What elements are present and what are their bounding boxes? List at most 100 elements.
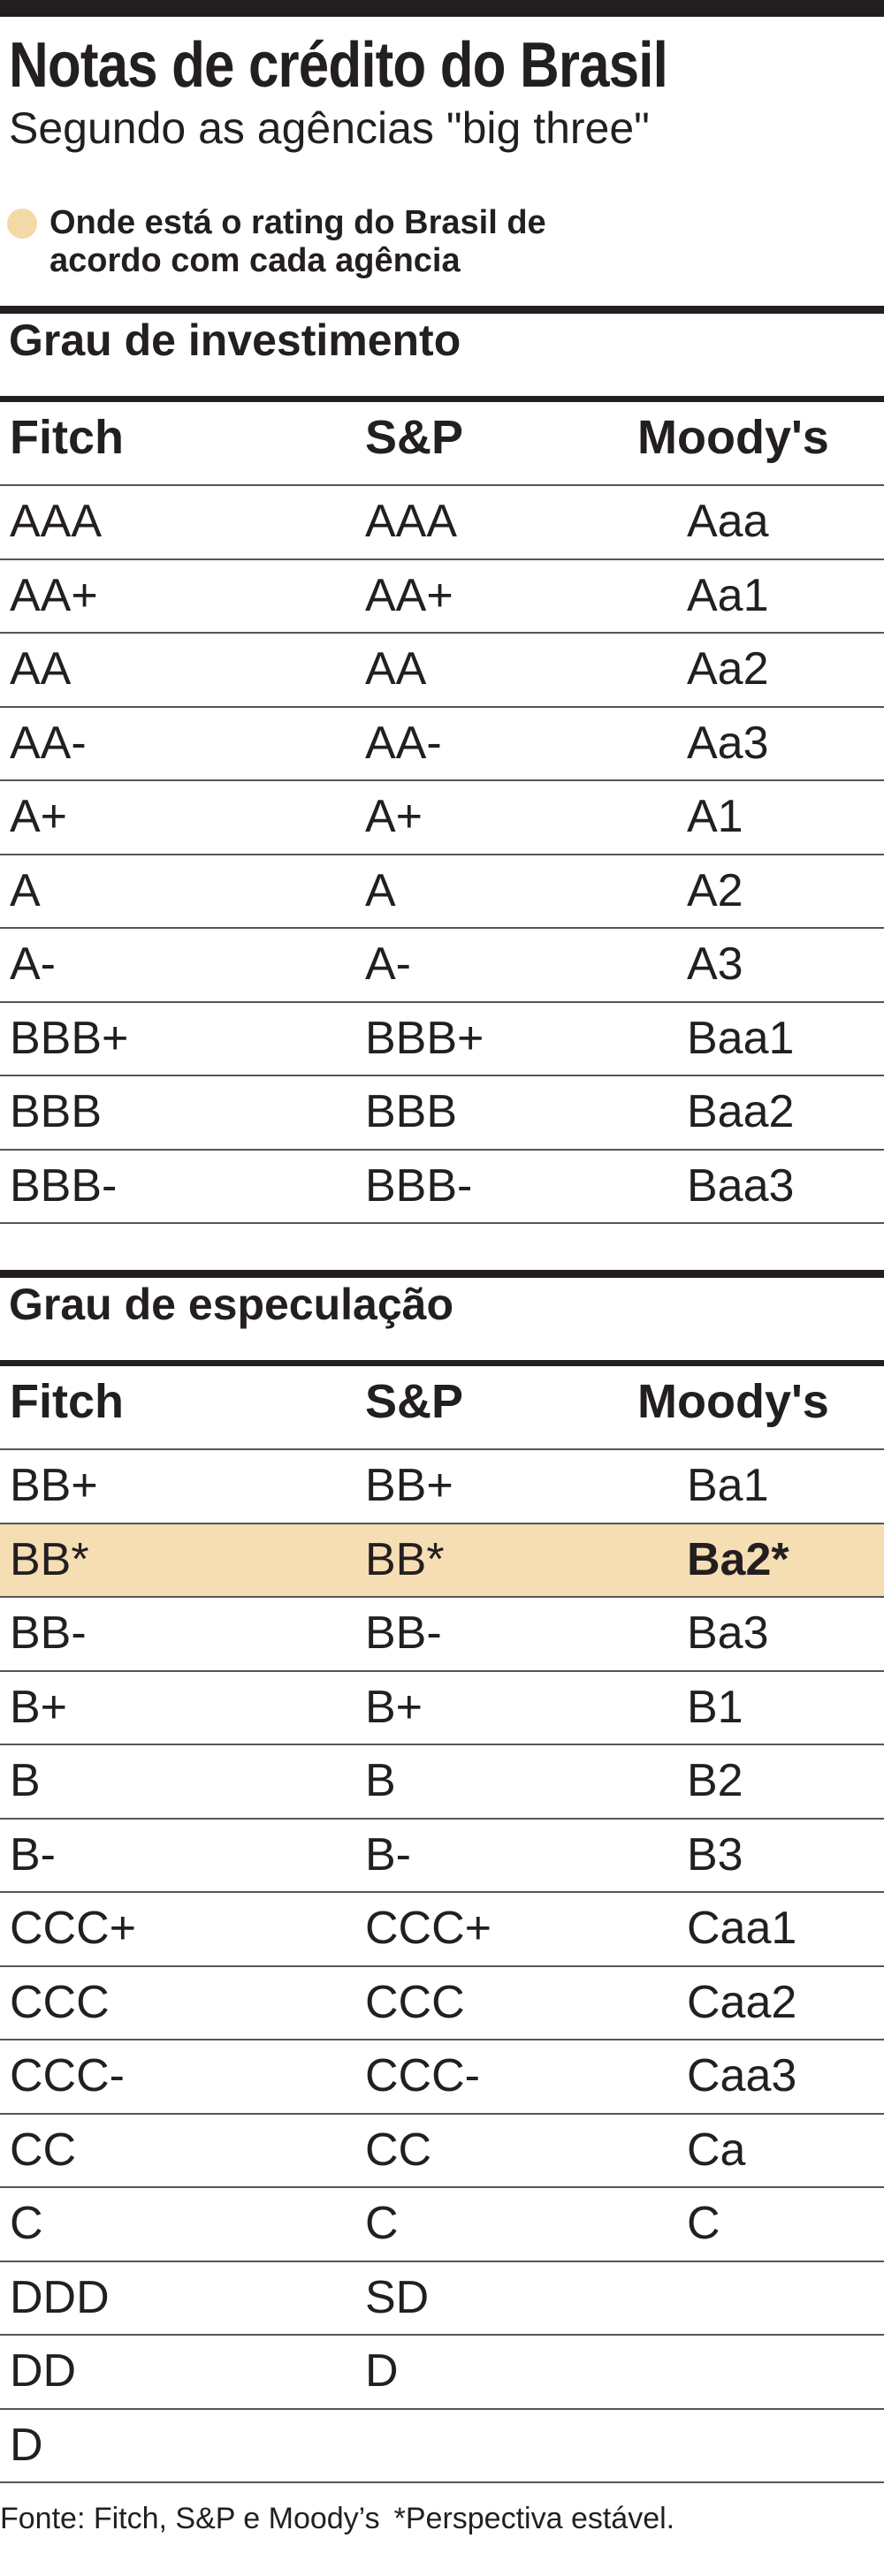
rating: D <box>365 2345 399 2397</box>
title-text: Notas de crédito do Brasil <box>9 30 668 101</box>
rating: B2 <box>687 1755 743 1806</box>
rating: B1 <box>687 1681 743 1733</box>
rating: BB- <box>10 1607 87 1659</box>
rating: BB+ <box>10 1460 98 1511</box>
rating: AA- <box>10 717 87 769</box>
rating: DDD <box>10 2271 110 2323</box>
column-header: S&P <box>365 411 464 464</box>
rating: A3 <box>687 938 743 990</box>
rating: A <box>10 864 41 916</box>
rating: CC <box>10 2124 77 2176</box>
rating: B+ <box>10 1681 68 1733</box>
rating: B- <box>10 1828 56 1881</box>
rating: B3 <box>687 1828 743 1881</box>
rating: BBB+ <box>365 1012 484 1064</box>
rating: DD <box>10 2345 77 2397</box>
legend-text: acordo com cada agência <box>50 242 461 279</box>
section: Grau de especulação Fitch S&P Moody's BB+ BB+… <box>0 1270 884 2483</box>
header-row: Fitch S&P Moody's <box>0 1366 884 1450</box>
rating: B <box>10 1755 41 1806</box>
rating: A- <box>365 938 411 990</box>
rating: Aa1 <box>687 569 769 621</box>
row: A+ A+ A1 <box>0 781 884 855</box>
rating: BB* <box>365 1533 445 1585</box>
rating: BB- <box>365 1607 442 1659</box>
rating: CCC <box>10 1976 110 2028</box>
row: B- B- B3 <box>0 1820 884 1893</box>
rule <box>0 1270 884 1278</box>
row: B B B2 <box>0 1745 884 1820</box>
rating: AA <box>365 643 427 695</box>
row: AA AA Aa2 <box>0 634 884 708</box>
source: Fonte: Fitch, S&P e Moody’s <box>0 2502 380 2535</box>
rating: Ba1 <box>687 1460 769 1511</box>
rating: Caa2 <box>687 1976 797 2028</box>
row: D <box>0 2410 884 2483</box>
row: AA+ AA+ Aa1 <box>0 560 884 634</box>
row: CC CC Ca <box>0 2115 884 2188</box>
rating: Baa1 <box>687 1012 795 1064</box>
rating: B- <box>365 1828 411 1881</box>
highlighted-row: BB* BB* Ba2* <box>0 1524 884 1598</box>
row: CCC- CCC- Caa3 <box>0 2040 884 2115</box>
rating: BBB- <box>10 1159 118 1212</box>
rating: BB* <box>10 1533 89 1585</box>
rating: CCC+ <box>365 1903 492 1954</box>
row: A A A2 <box>0 855 884 929</box>
legend: Onde está o rating do Brasil de acordo c… <box>0 204 884 280</box>
rating: D <box>10 2419 43 2471</box>
legend-text: Onde está o rating do Brasil de <box>50 204 546 241</box>
header-row: Fitch S&P Moody's <box>0 402 884 486</box>
rating: BB+ <box>365 1460 453 1511</box>
rating: A+ <box>365 791 423 842</box>
rating: BBB- <box>365 1159 473 1212</box>
rating: AA+ <box>10 569 98 621</box>
rule <box>0 1360 884 1366</box>
rating: BBB+ <box>10 1012 129 1064</box>
rating: AAA <box>10 496 103 547</box>
rating: SD <box>365 2271 430 2323</box>
rating: AA- <box>365 717 442 769</box>
column-header: S&P <box>365 1375 464 1428</box>
row: CCC CCC Caa2 <box>0 1967 884 2040</box>
rating: C <box>365 2198 399 2249</box>
row: BBB- BBB- Baa3 <box>0 1151 884 1224</box>
section-title: Grau de especulação <box>9 1280 454 1329</box>
column-header: Moody's <box>637 411 829 464</box>
row: AAA AAA Aaa <box>0 486 884 560</box>
row: DDD SD <box>0 2262 884 2336</box>
rating: CCC- <box>10 2050 125 2101</box>
rating: B+ <box>365 1681 423 1733</box>
top-bar <box>0 0 884 17</box>
rule <box>0 306 884 314</box>
row: CCC+ CCC+ Caa1 <box>0 1893 884 1967</box>
rating: A+ <box>10 791 68 842</box>
rating: CC <box>365 2124 432 2176</box>
rating: Caa1 <box>687 1903 797 1954</box>
rating: Ca <box>687 2124 746 2176</box>
row: A- A- A3 <box>0 929 884 1003</box>
rating: A1 <box>687 791 743 842</box>
rule <box>0 396 884 402</box>
subtitle: Segundo as agências "big three" <box>9 103 650 153</box>
rating: Caa3 <box>687 2050 797 2101</box>
rating: BBB <box>365 1086 458 1137</box>
rating: Aaa <box>687 496 769 547</box>
rating: C <box>687 2198 720 2249</box>
row: DD D <box>0 2336 884 2410</box>
column-header: Fitch <box>10 1375 124 1428</box>
rating: A2 <box>687 864 743 916</box>
rating: CCC+ <box>10 1903 137 1954</box>
rating: B <box>365 1755 396 1806</box>
column-header: Moody's <box>637 1375 829 1428</box>
note: *Perspectiva estável. <box>393 2502 675 2535</box>
title: Notas de crédito do Brasil <box>0 26 884 105</box>
rating: Aa3 <box>687 717 769 769</box>
row: BB+ BB+ Ba1 <box>0 1450 884 1524</box>
column-header: Fitch <box>10 411 124 464</box>
rating: CCC <box>365 1976 465 2028</box>
row: BBB+ BBB+ Baa1 <box>0 1003 884 1076</box>
rating: Baa3 <box>687 1159 795 1212</box>
